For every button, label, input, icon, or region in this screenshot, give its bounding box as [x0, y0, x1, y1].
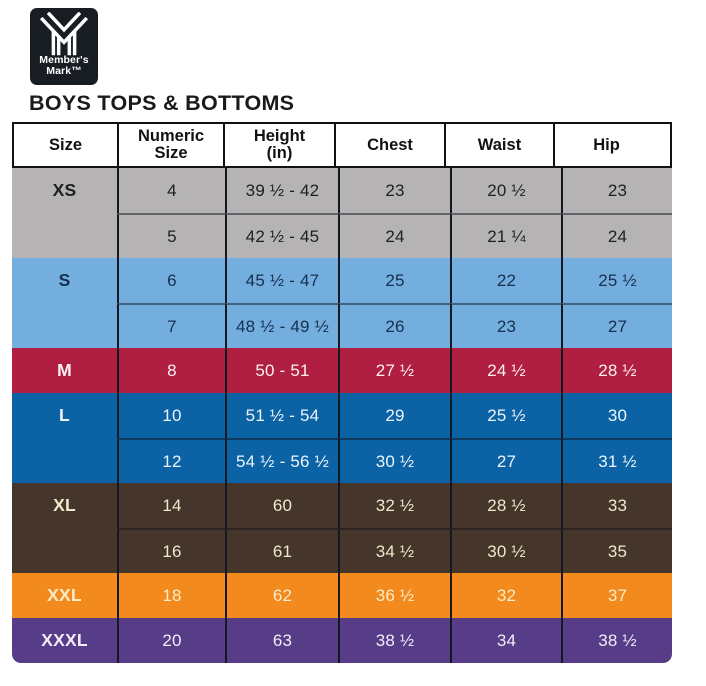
table-cell: 39 ½ - 42 [225, 168, 338, 213]
table-cell: 31 ½ [561, 438, 672, 483]
table-cell: 4 [117, 168, 225, 213]
column-header-chest: Chest [334, 124, 444, 166]
table-cell: 32 [450, 573, 561, 618]
table-cell: 48 ½ - 49 ½ [225, 303, 338, 348]
table-cell: 34 ½ [338, 528, 450, 573]
table-cell: 23 [561, 168, 672, 213]
page-title: BOYS TOPS & BOTTOMS [29, 91, 295, 115]
table-body: XS 4 39 ½ - 42 23 20 ½ 23 5 42 ½ - 45 24 21 ¼ 24 S 6… [12, 168, 672, 663]
size-group-label: XL [53, 495, 76, 515]
table-cell: 27 [561, 303, 672, 348]
table-cell: 27 ½ [338, 348, 450, 393]
table-cell: 54 ½ - 56 ½ [225, 438, 338, 483]
table-cell: 26 [338, 303, 450, 348]
table-cell: 25 ½ [450, 393, 561, 438]
table-cell: 61 [225, 528, 338, 573]
size-group-label: XS [52, 180, 77, 200]
size-group-xl: XL 14 60 32 ½ 28 ½ 33 16 61 34 ½ 30 ½ 35 [12, 483, 672, 573]
table-cell: 30 [561, 393, 672, 438]
table-cell: 36 ½ [338, 573, 450, 618]
table-cell: 29 [338, 393, 450, 438]
table-cell: 35 [561, 528, 672, 573]
column-header-height: Height (in) [223, 124, 334, 166]
size-group-xs: XS 4 39 ½ - 42 23 20 ½ 23 5 42 ½ - 45 24 21 ¼ 24 [12, 168, 672, 258]
table-cell: 27 [450, 438, 561, 483]
table-cell: 50 - 51 [225, 348, 338, 393]
size-chart-table: Size Numeric Size Height (in) Chest Wais… [12, 122, 672, 663]
table-cell: 23 [450, 303, 561, 348]
table-cell: 30 ½ [450, 528, 561, 573]
table-cell: 6 [117, 258, 225, 303]
table-cell: 8 [117, 348, 225, 393]
table-cell: 62 [225, 573, 338, 618]
table-cell: 24 [561, 213, 672, 258]
table-cell: 22 [450, 258, 561, 303]
table-cell: 12 [117, 438, 225, 483]
table-cell: 60 [225, 483, 338, 528]
table-cell: 25 ½ [561, 258, 672, 303]
logo-brand-line2: Mark™ [46, 65, 82, 77]
size-group-l: L 10 51 ½ - 54 29 25 ½ 30 12 54 ½ - 56 ½ 30 ½ 27 3… [12, 393, 672, 483]
size-group-m: M 8 50 - 51 27 ½ 24 ½ 28 ½ [12, 348, 672, 393]
table-cell: 63 [225, 618, 338, 663]
table-cell: 28 ½ [561, 348, 672, 393]
table-cell: 21 ¼ [450, 213, 561, 258]
logo-brand-line1: Member's [39, 54, 89, 66]
size-group-label: XXXL [41, 630, 88, 650]
size-group-xxxl: XXXL 20 63 38 ½ 34 38 ½ [12, 618, 672, 663]
size-group-label: L [59, 405, 70, 425]
table-cell: 16 [117, 528, 225, 573]
column-header-numeric-size: Numeric Size [117, 124, 223, 166]
table-cell: 25 [338, 258, 450, 303]
table-cell: 5 [117, 213, 225, 258]
table-cell: 18 [117, 573, 225, 618]
column-header-hip: Hip [553, 124, 658, 166]
table-cell: 23 [338, 168, 450, 213]
members-mark-m-icon [39, 12, 89, 56]
table-cell: 32 ½ [338, 483, 450, 528]
table-cell: 37 [561, 573, 672, 618]
table-cell: 10 [117, 393, 225, 438]
table-cell: 28 ½ [450, 483, 561, 528]
size-group-label: S [58, 270, 71, 290]
table-header-row: Size Numeric Size Height (in) Chest Wais… [12, 122, 672, 168]
table-cell: 45 ½ - 47 [225, 258, 338, 303]
table-cell: 7 [117, 303, 225, 348]
table-cell: 42 ½ - 45 [225, 213, 338, 258]
members-mark-logo: Member's Mark™ [30, 8, 98, 85]
size-group-s: S 6 45 ½ - 47 25 22 25 ½ 7 48 ½ - 49 ½ 26 23 27 [12, 258, 672, 348]
table-cell: 20 [117, 618, 225, 663]
size-group-label: XXL [47, 585, 82, 605]
table-cell: 38 ½ [338, 618, 450, 663]
table-cell: 33 [561, 483, 672, 528]
table-cell: 14 [117, 483, 225, 528]
column-header-waist: Waist [444, 124, 553, 166]
table-cell: 30 ½ [338, 438, 450, 483]
table-cell: 38 ½ [561, 618, 672, 663]
size-group-xxl: XXL 18 62 36 ½ 32 37 [12, 573, 672, 618]
table-cell: 24 ½ [450, 348, 561, 393]
column-header-size: Size [48, 135, 83, 154]
size-group-label: M [57, 360, 72, 380]
table-cell: 51 ½ - 54 [225, 393, 338, 438]
table-cell: 20 ½ [450, 168, 561, 213]
table-cell: 24 [338, 213, 450, 258]
table-cell: 34 [450, 618, 561, 663]
